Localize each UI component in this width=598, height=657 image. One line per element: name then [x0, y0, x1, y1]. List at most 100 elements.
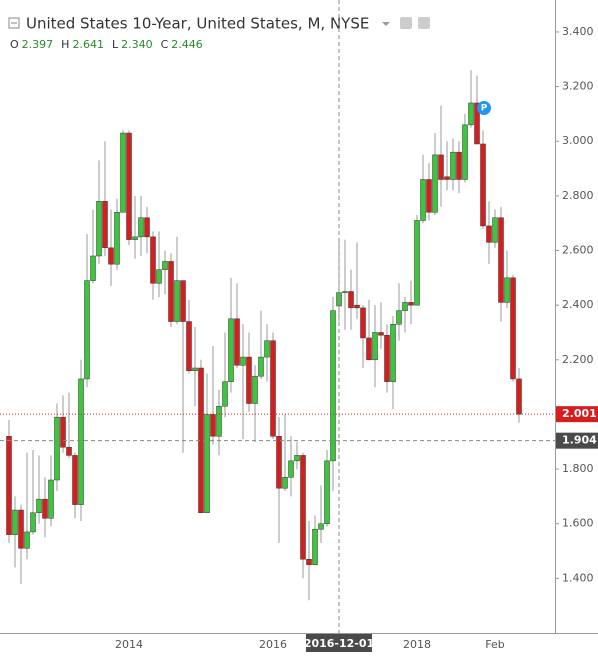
- candle-body: [402, 302, 408, 311]
- chart-title: United States 10-Year, United States, M,…: [26, 15, 369, 33]
- y-tick-label: 2.800: [562, 189, 594, 202]
- candle-body: [336, 292, 342, 307]
- candle-body: [210, 414, 216, 437]
- candle-body: [408, 302, 414, 306]
- candle-body: [378, 332, 384, 336]
- y-tick-label: 2.400: [562, 298, 594, 311]
- candle-body: [108, 247, 114, 265]
- candle-body: [354, 304, 360, 309]
- candle-body: [6, 436, 12, 535]
- candle-body: [120, 132, 126, 213]
- candle-body: [240, 356, 246, 366]
- y-tick-label: 1.800: [562, 462, 594, 475]
- legend-name: L: [112, 38, 119, 51]
- candle-body: [204, 414, 210, 514]
- candle-body: [438, 154, 444, 180]
- candle-body: [396, 310, 402, 325]
- candle-body: [444, 176, 450, 180]
- candle-body: [90, 255, 96, 281]
- candle-body: [270, 340, 276, 437]
- candle-body: [426, 179, 432, 213]
- candle-body: [96, 201, 102, 257]
- last-price-label: 2.001: [562, 407, 597, 420]
- x-tick-label: Feb: [485, 638, 504, 651]
- ohlc-legend: O 2.397 H 2.641 L 2.340 C 2.446: [10, 38, 203, 51]
- candle-body: [498, 217, 504, 303]
- plot-area: [6, 70, 522, 601]
- legend-value: 2.446: [171, 38, 203, 51]
- p-marker-letter: P: [481, 104, 488, 114]
- candle-body: [18, 509, 24, 549]
- candle-body: [492, 217, 498, 243]
- settings-icon[interactable]: [418, 17, 430, 29]
- candle-body: [342, 291, 348, 293]
- candle-body: [216, 405, 222, 437]
- candle-body: [318, 523, 324, 530]
- candle-body: [138, 217, 144, 238]
- candle-body: [150, 236, 156, 284]
- candle-body: [126, 132, 132, 240]
- y-tick-label: 1.400: [562, 571, 594, 584]
- candle-body: [48, 479, 54, 519]
- y-tick-label: 3.400: [562, 25, 594, 38]
- candle-body: [420, 179, 426, 221]
- candle-body: [450, 151, 456, 180]
- eye-icon[interactable]: [400, 17, 412, 29]
- y-tick-label: 2.600: [562, 244, 594, 257]
- candle-body: [78, 378, 84, 505]
- y-tick-label: 2.200: [562, 353, 594, 366]
- x-tick-label: 2016: [259, 638, 287, 651]
- candle-body: [348, 291, 354, 309]
- candle-body: [288, 460, 294, 478]
- candle-body: [246, 356, 252, 404]
- candle-body: [180, 280, 186, 322]
- crosshair-y-label: 1.904: [562, 434, 597, 447]
- candle-body: [510, 277, 516, 380]
- candle-body: [294, 455, 300, 462]
- legend-name: C: [161, 38, 169, 51]
- candle-body: [252, 375, 258, 404]
- dropdown-icon[interactable]: [382, 22, 390, 26]
- candle-body: [300, 455, 306, 560]
- candle-body: [222, 381, 228, 407]
- candle-body: [156, 269, 162, 284]
- legend-value: 2.397: [22, 38, 54, 51]
- p-marker[interactable]: [477, 101, 491, 115]
- candle-body: [324, 460, 330, 524]
- candle-body: [474, 102, 480, 145]
- candle-body: [366, 337, 372, 361]
- candle-body: [144, 217, 150, 238]
- candle-body: [60, 416, 66, 448]
- collapse-icon[interactable]: [8, 17, 20, 29]
- x-tick-label: 2018: [403, 638, 431, 651]
- x-tick-label: 2014: [115, 638, 143, 651]
- legend-value: 2.641: [72, 38, 104, 51]
- candle-body: [258, 356, 264, 377]
- y-tick-label: 1.600: [562, 517, 594, 530]
- candle-body: [228, 318, 234, 382]
- y-tick-label: 3.000: [562, 134, 594, 147]
- candle-body: [360, 307, 366, 339]
- candle-body: [516, 378, 522, 415]
- candle-body: [12, 509, 18, 535]
- candle-body: [264, 340, 270, 358]
- candle-body: [186, 321, 192, 371]
- candle-body: [84, 280, 90, 380]
- candle-body: [306, 558, 312, 565]
- candle-body: [414, 220, 420, 306]
- y-tick-label: 3.200: [562, 80, 594, 93]
- candle-body: [132, 236, 138, 240]
- candle-body: [168, 261, 174, 322]
- candle-body: [384, 334, 390, 382]
- candle-body: [234, 318, 240, 366]
- candle-body: [282, 477, 288, 489]
- candle-body: [114, 212, 120, 265]
- candle-body: [480, 143, 486, 227]
- candle-body: [456, 151, 462, 180]
- candle-body: [330, 310, 336, 462]
- crosshair-y-tag: [556, 432, 598, 449]
- candle-body: [42, 498, 48, 519]
- candle-body: [72, 455, 78, 505]
- candle-body: [468, 102, 474, 126]
